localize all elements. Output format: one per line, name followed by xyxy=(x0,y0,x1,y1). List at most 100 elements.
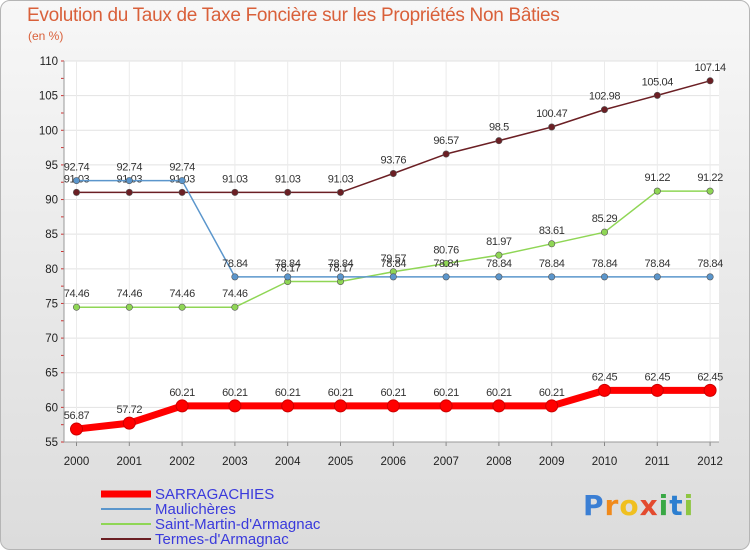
data-point-termes-d-armagnac xyxy=(706,77,714,85)
data-point-sarragachies xyxy=(439,399,453,413)
logo-letter: t xyxy=(669,489,684,522)
y-tick-label: 85 xyxy=(45,229,58,241)
y-tick-label: 110 xyxy=(40,56,58,68)
data-label-maulich-res: 78.84 xyxy=(645,258,671,270)
data-point-sarragachies xyxy=(281,399,295,413)
data-label-termes-d-armagnac: 102.98 xyxy=(589,91,621,103)
x-tick-label: 2003 xyxy=(222,456,248,468)
data-label-saint-martin-d-armagnac: 80.76 xyxy=(433,245,459,257)
data-label-termes-d-armagnac: 105.04 xyxy=(642,76,674,88)
legend-label-termes-d-armagnac: Termes-d'Armagnac xyxy=(155,531,289,548)
data-point-sarragachies xyxy=(334,399,347,413)
x-tick-label: 2009 xyxy=(539,456,565,468)
data-label-sarragachies: 56.87 xyxy=(64,410,90,422)
data-label-sarragachies: 60.21 xyxy=(381,387,407,399)
logo-letter: P xyxy=(583,489,605,522)
y-tick-label: 95 xyxy=(45,160,58,172)
data-label-sarragachies: 57.72 xyxy=(117,404,143,416)
data-label-termes-d-armagnac: 107.14 xyxy=(694,62,726,74)
y-tick-label: 60 xyxy=(45,402,58,414)
data-label-maulich-res: 78.84 xyxy=(592,258,618,270)
data-point-maulich-res xyxy=(178,177,186,185)
data-point-sarragachies xyxy=(598,383,611,397)
data-label-termes-d-armagnac: 91.03 xyxy=(275,173,301,185)
data-label-saint-martin-d-armagnac: 78.17 xyxy=(328,262,354,274)
data-label-sarragachies: 62.45 xyxy=(592,371,618,383)
data-point-saint-martin-d-armagnac xyxy=(231,303,239,311)
data-point-sarragachies xyxy=(545,399,559,413)
x-tick-label: 2001 xyxy=(117,456,143,468)
logo-letter: i xyxy=(658,489,670,522)
y-tick-label: 105 xyxy=(39,91,58,103)
y-tick-label: 90 xyxy=(45,195,58,207)
data-point-sarragachies xyxy=(386,399,400,413)
x-tick-label: 2004 xyxy=(275,456,301,468)
data-label-maulich-res: 92.74 xyxy=(64,162,90,174)
data-label-maulich-res: 78.84 xyxy=(486,258,512,270)
data-label-sarragachies: 60.21 xyxy=(222,387,248,399)
y-axis-unit: (en %) xyxy=(28,29,64,43)
x-tick-label: 2006 xyxy=(381,456,407,468)
data-point-maulich-res xyxy=(284,273,292,281)
data-point-termes-d-armagnac xyxy=(231,188,239,196)
data-point-maulich-res xyxy=(548,273,556,281)
data-label-maulich-res: 78.84 xyxy=(275,258,301,270)
y-tick-label: 70 xyxy=(45,333,58,345)
data-point-maulich-res xyxy=(389,273,397,281)
legend-label-maulich-res: Maulichères xyxy=(155,501,236,518)
data-point-maulich-res xyxy=(231,273,239,281)
data-label-sarragachies: 62.45 xyxy=(645,371,671,383)
legend-label-sarragachies: SARRAGACHIES xyxy=(155,486,274,503)
data-point-sarragachies xyxy=(650,383,664,397)
data-point-termes-d-armagnac xyxy=(495,137,503,145)
data-point-sarragachies xyxy=(228,399,242,413)
data-point-saint-martin-d-armagnac xyxy=(706,187,714,195)
y-tick-label: 80 xyxy=(45,264,58,276)
data-label-saint-martin-d-armagnac: 74.46 xyxy=(117,288,143,300)
data-label-maulich-res: 92.74 xyxy=(169,162,195,174)
data-point-termes-d-armagnac xyxy=(336,188,344,196)
data-label-sarragachies: 60.21 xyxy=(539,387,565,399)
data-point-termes-d-armagnac xyxy=(73,188,81,196)
logo-letter: o xyxy=(619,489,640,522)
data-point-maulich-res xyxy=(336,273,344,281)
data-point-maulich-res xyxy=(600,273,608,281)
y-tick-label: 100 xyxy=(39,125,58,137)
data-label-sarragachies: 60.21 xyxy=(433,387,459,399)
data-point-termes-d-armagnac xyxy=(389,169,397,177)
data-label-maulich-res: 78.84 xyxy=(328,258,354,270)
data-label-termes-d-armagnac: 96.57 xyxy=(433,135,459,147)
data-point-saint-martin-d-armagnac xyxy=(495,251,503,259)
data-label-maulich-res: 78.84 xyxy=(222,258,248,270)
data-label-saint-martin-d-armagnac: 91.22 xyxy=(645,172,671,184)
y-tick-label: 55 xyxy=(45,437,58,449)
data-point-sarragachies xyxy=(703,383,717,397)
data-label-saint-martin-d-armagnac: 74.46 xyxy=(169,288,195,300)
data-label-maulich-res: 78.84 xyxy=(697,258,723,270)
data-point-saint-martin-d-armagnac xyxy=(653,187,661,195)
data-point-saint-martin-d-armagnac xyxy=(73,303,81,311)
logo-letter: r xyxy=(604,489,620,522)
plot-area xyxy=(64,61,719,442)
data-point-termes-d-armagnac xyxy=(284,188,292,196)
data-point-termes-d-armagnac xyxy=(653,91,661,99)
data-point-sarragachies xyxy=(492,399,506,413)
data-point-termes-d-armagnac xyxy=(600,106,608,114)
data-point-saint-martin-d-armagnac xyxy=(125,303,133,311)
data-label-saint-martin-d-armagnac: 79.57 xyxy=(381,253,407,265)
data-label-sarragachies: 62.45 xyxy=(697,371,723,383)
data-label-maulich-res: 78.84 xyxy=(539,258,565,270)
data-point-saint-martin-d-armagnac xyxy=(600,228,608,236)
data-point-maulich-res xyxy=(442,273,450,281)
data-label-maulich-res: 78.84 xyxy=(381,258,407,270)
data-point-maulich-res xyxy=(125,177,133,185)
data-point-sarragachies xyxy=(175,399,189,413)
data-label-saint-martin-d-armagnac: 91.22 xyxy=(697,172,723,184)
data-point-termes-d-armagnac xyxy=(178,188,186,196)
y-tick-label: 65 xyxy=(45,368,58,380)
data-point-sarragachies xyxy=(122,416,136,430)
data-label-saint-martin-d-armagnac: 74.46 xyxy=(222,288,248,300)
data-label-saint-martin-d-armagnac: 74.46 xyxy=(64,288,90,300)
